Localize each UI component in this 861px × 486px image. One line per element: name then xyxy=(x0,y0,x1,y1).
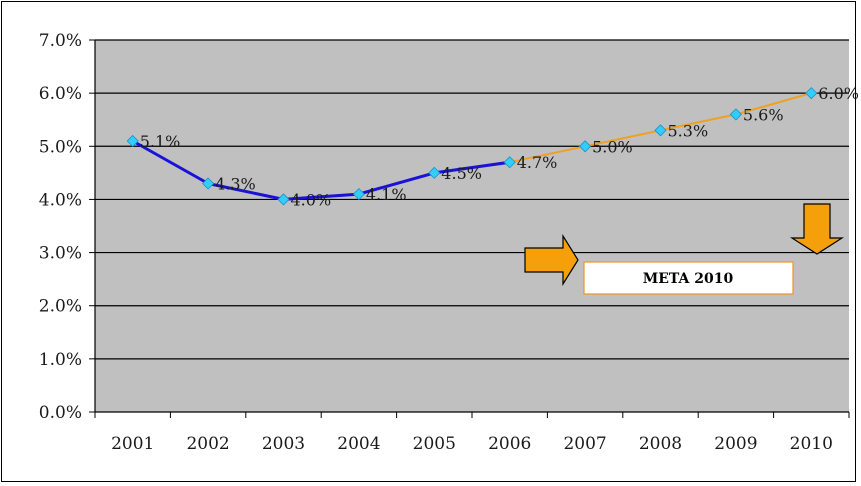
x-tick-label: 2006 xyxy=(488,434,531,454)
x-tick-label: 2010 xyxy=(790,434,833,454)
plot-area xyxy=(95,40,849,412)
right-arrow-icon xyxy=(524,233,579,287)
data-label: 4.5% xyxy=(441,164,482,183)
x-tick-label: 2003 xyxy=(262,434,305,454)
x-tick-label: 2004 xyxy=(337,434,380,454)
data-point-marker xyxy=(126,134,139,148)
y-tick-label: 6.0% xyxy=(39,84,82,104)
data-label: 6.0% xyxy=(818,84,859,103)
x-tick-label: 2007 xyxy=(563,434,606,454)
data-label: 5.1% xyxy=(140,132,181,151)
down-arrow-icon xyxy=(789,203,845,255)
series-line-1 xyxy=(131,139,510,201)
x-tick-label: 2008 xyxy=(639,434,682,454)
data-label: 4.0% xyxy=(291,190,332,209)
data-label: 4.1% xyxy=(366,185,407,204)
data-point-marker xyxy=(805,87,818,100)
x-tick-label: 2009 xyxy=(714,434,757,454)
data-label: 4.3% xyxy=(215,174,256,193)
data-label: 5.0% xyxy=(592,137,633,156)
data-point-marker xyxy=(654,124,667,137)
x-tick-label: 2005 xyxy=(413,434,456,454)
data-label: 4.7% xyxy=(517,153,558,172)
data-label: 5.3% xyxy=(668,121,709,140)
y-tick-label: 2.0% xyxy=(39,297,82,317)
x-tick-label: 2001 xyxy=(111,434,154,454)
meta-2010-label: META 2010 xyxy=(643,271,734,287)
meta-2010-box xyxy=(583,261,794,295)
y-tick-label: 4.0% xyxy=(39,190,82,210)
data-point-marker xyxy=(729,108,742,121)
data-label: 5.6% xyxy=(743,105,784,124)
y-tick-label: 1.0% xyxy=(39,350,82,370)
y-tick-label: 5.0% xyxy=(39,137,82,157)
y-tick-label: 7.0% xyxy=(39,31,82,51)
data-point-marker xyxy=(428,166,441,179)
data-point-marker xyxy=(202,177,215,190)
data-point-marker xyxy=(352,188,365,201)
data-point-marker xyxy=(277,193,290,206)
y-tick-label: 0.0% xyxy=(39,403,82,423)
data-point-marker xyxy=(503,156,516,169)
y-tick-label: 3.0% xyxy=(39,244,82,264)
x-tick-label: 2002 xyxy=(186,434,229,454)
data-point-marker xyxy=(579,140,592,153)
